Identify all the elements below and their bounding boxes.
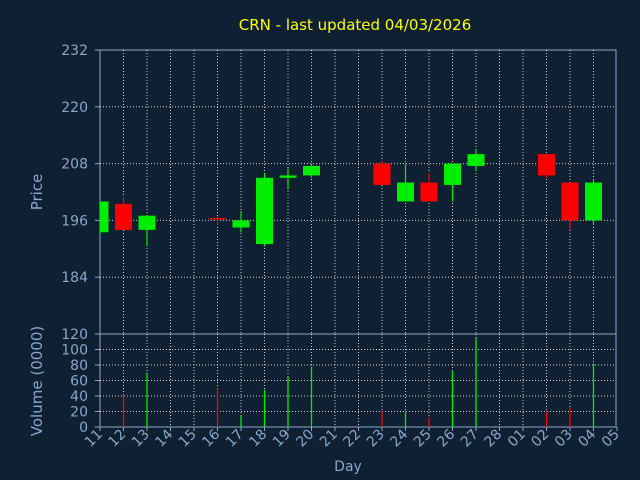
volume-tick-label: 40 xyxy=(70,389,88,405)
volume-tick-label: 20 xyxy=(70,405,88,421)
price-tick-label: 220 xyxy=(61,100,88,116)
volume-tick-label: 0 xyxy=(79,420,88,436)
candle-body xyxy=(561,182,579,221)
volume-tick-label: 80 xyxy=(70,358,88,374)
price-tick-label: 196 xyxy=(61,213,88,229)
volume-tick-label: 120 xyxy=(61,327,88,343)
candle-body xyxy=(444,163,461,185)
price-axis: 232 220 208 196 184 xyxy=(61,43,100,286)
candle-body xyxy=(256,177,273,245)
x-axis-label: Day xyxy=(334,459,362,475)
chart-title: CRN - last updated 04/03/2026 xyxy=(239,16,472,34)
candle-body xyxy=(373,163,391,185)
candle-body xyxy=(279,175,297,178)
volume-tick-label: 100 xyxy=(61,343,88,359)
candle-body xyxy=(585,182,602,221)
candle-body xyxy=(209,218,226,220)
x-axis: 11 12 13 14 15 16 17 18 19 20 21 22 23 24 25 26 27 28 01 02… xyxy=(82,426,623,450)
candle-body xyxy=(138,215,156,230)
price-tick-label: 232 xyxy=(61,43,88,59)
price-tick-label: 208 xyxy=(61,157,88,173)
candle-body xyxy=(420,182,438,202)
price-tick-label: 184 xyxy=(61,270,88,286)
volume-tick-label: 60 xyxy=(70,374,88,390)
candle-body xyxy=(100,201,109,233)
candle-body xyxy=(538,154,555,176)
price-axis-label: Price xyxy=(28,174,46,211)
candle-body xyxy=(232,220,250,228)
candle-body xyxy=(115,203,132,230)
candles xyxy=(99,149,602,247)
candle-body xyxy=(397,182,414,202)
volume-bars xyxy=(122,337,595,427)
candle-body xyxy=(467,154,485,166)
candle-body xyxy=(303,165,320,176)
volume-axis-label: Volume (0000) xyxy=(28,326,46,436)
